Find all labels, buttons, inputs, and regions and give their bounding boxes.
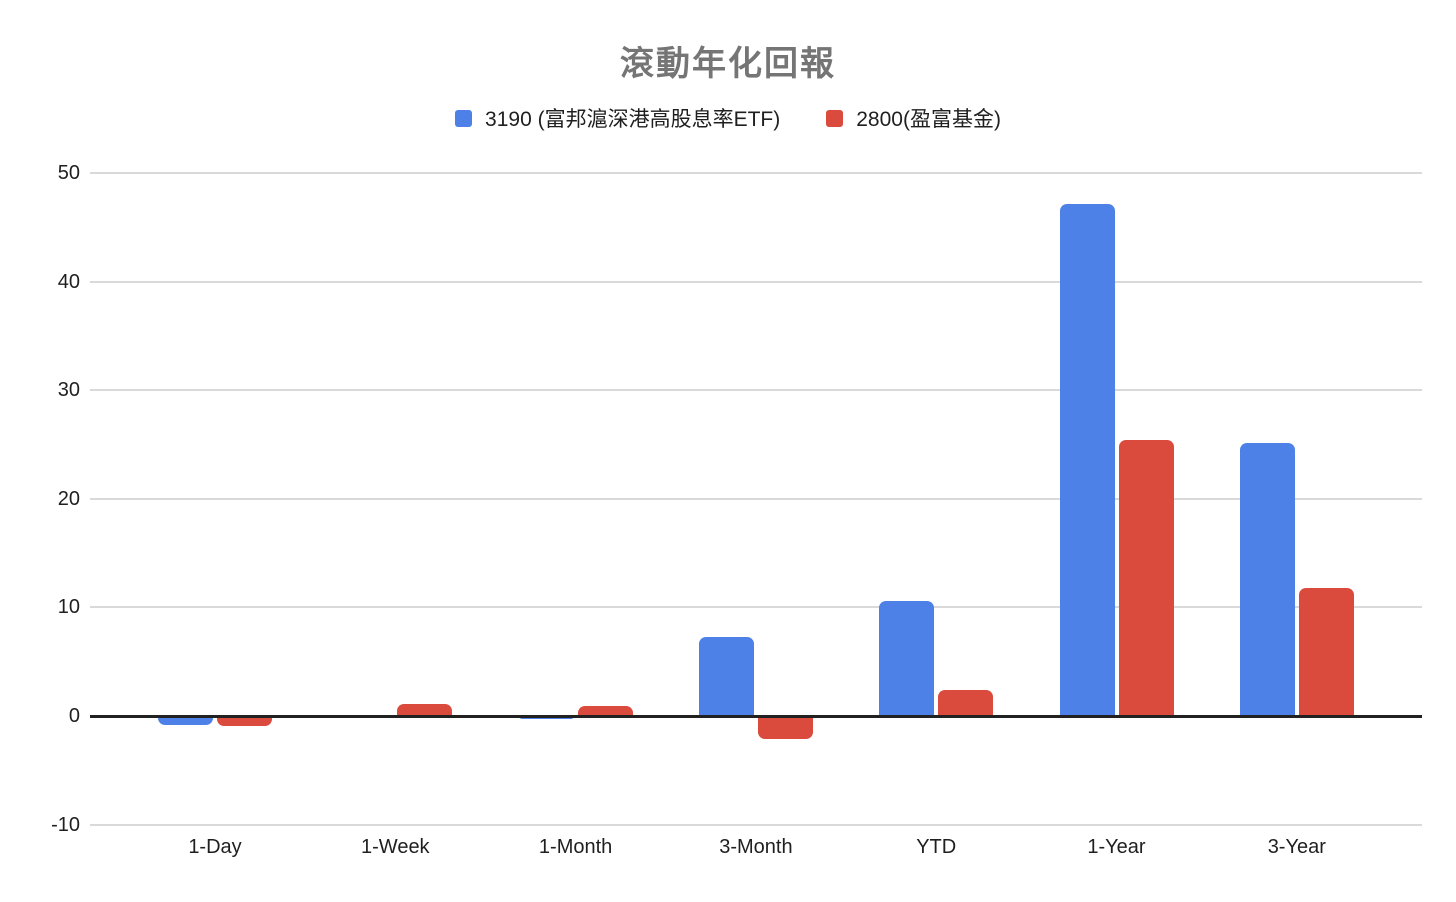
x-tick-label-3-month: 3-Month [719,836,793,858]
gridline-30 [90,389,1422,392]
y-tick-label-50: 50 [57,162,80,184]
legend-swatch-2800-icon [826,109,844,127]
chart-title: 滾動年化回報 [620,45,836,83]
bar-1-day-series-0[interactable] [158,716,213,725]
bar-1-year-series-0[interactable] [1059,204,1115,716]
gridline-50 [90,172,1422,174]
bar-ytd-series-0[interactable] [879,600,935,716]
x-tick-label-1-day: 1-Day [188,836,242,858]
legend-label-3190: 3190 (富邦滬深港高股息率ETF) [485,108,781,131]
gridline-20 [90,497,1422,500]
y-tick-label-10: 10 [57,596,80,619]
gridline-40 [90,280,1422,283]
x-tick-label-ytd: YTD [916,836,957,858]
x-axis-line [90,715,1422,718]
legend-swatch-3190-icon [455,109,473,127]
y-tick-label-0: 0 [68,705,80,727]
bar-1-week-series-1[interactable] [397,704,453,716]
bar-3-year-series-0[interactable] [1239,443,1295,716]
bar-3-year-series-1[interactable] [1298,587,1354,716]
bar-ytd-series-1[interactable] [938,689,994,716]
bar-1-month-series-1[interactable] [577,706,633,716]
x-tick-label-3-year: 3-Year [1267,836,1326,858]
y-tick-label--10: -10 [51,813,80,836]
bar-3-month-series-1[interactable] [757,716,813,739]
gridline--10 [90,823,1422,826]
x-tick-label-1-week: 1-Week [361,836,430,858]
x-tick-label-1-month: 1-Month [538,836,613,858]
legend-label-2800: 2800(盈富基金) [856,108,1001,131]
gridline-10 [90,606,1422,609]
bar-1-year-series-1[interactable] [1118,440,1174,716]
legend-item-2800: 2800(盈富基金) [826,103,1001,133]
bar-1-day-series-1[interactable] [217,716,272,726]
legend: 3190 (富邦滬深港高股息率ETF) 2800(盈富基金) [0,103,1456,133]
y-tick-label-40: 40 [57,270,80,293]
legend-item-3190: 3190 (富邦滬深港高股息率ETF) [455,103,780,133]
x-tick-label-1-year: 1-Year [1087,836,1146,858]
y-tick-label-30: 30 [57,379,80,402]
bar-3-month-series-0[interactable] [698,636,754,716]
y-tick-label-20: 20 [57,487,80,510]
